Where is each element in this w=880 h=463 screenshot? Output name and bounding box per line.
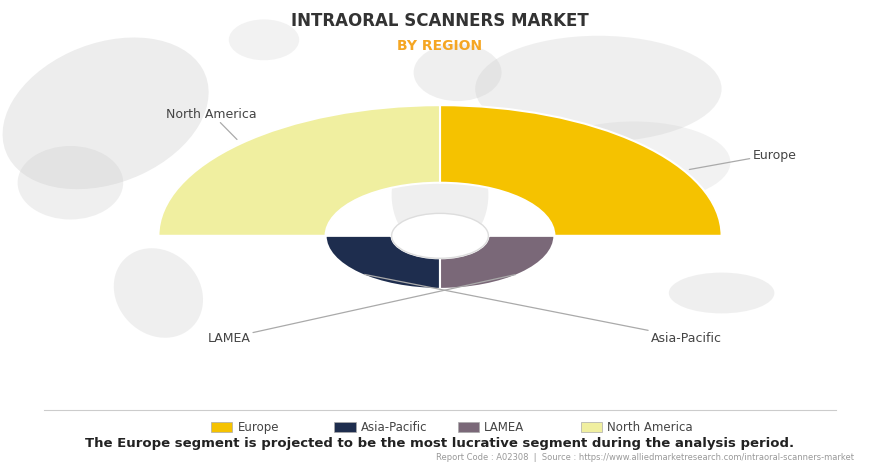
Ellipse shape [3, 38, 209, 190]
Wedge shape [440, 236, 554, 289]
Ellipse shape [475, 37, 722, 143]
Ellipse shape [229, 20, 299, 61]
Text: LAMEA: LAMEA [484, 420, 524, 433]
Ellipse shape [414, 45, 502, 102]
Wedge shape [158, 106, 440, 236]
Wedge shape [440, 106, 722, 236]
Text: BY REGION: BY REGION [398, 39, 482, 53]
Text: INTRAORAL SCANNERS MARKET: INTRAORAL SCANNERS MARKET [291, 12, 589, 30]
Text: LAMEA: LAMEA [208, 275, 516, 344]
Ellipse shape [669, 273, 774, 314]
Ellipse shape [114, 249, 203, 338]
Ellipse shape [392, 138, 488, 253]
Text: Europe: Europe [689, 148, 796, 170]
Text: Asia-Pacific: Asia-Pacific [364, 275, 722, 344]
Text: North America: North America [607, 420, 693, 433]
Ellipse shape [18, 147, 123, 220]
Text: North America: North America [166, 107, 256, 140]
Text: Europe: Europe [238, 420, 279, 433]
Wedge shape [326, 236, 440, 289]
Text: The Europe segment is projected to be the most lucrative segment during the anal: The Europe segment is projected to be th… [85, 436, 795, 449]
Text: Report Code : A02308  |  Source : https://www.alliedmarketresearch.com/intraoral: Report Code : A02308 | Source : https://… [436, 452, 854, 461]
Circle shape [392, 214, 488, 259]
Ellipse shape [537, 122, 730, 204]
Text: Asia-Pacific: Asia-Pacific [361, 420, 428, 433]
